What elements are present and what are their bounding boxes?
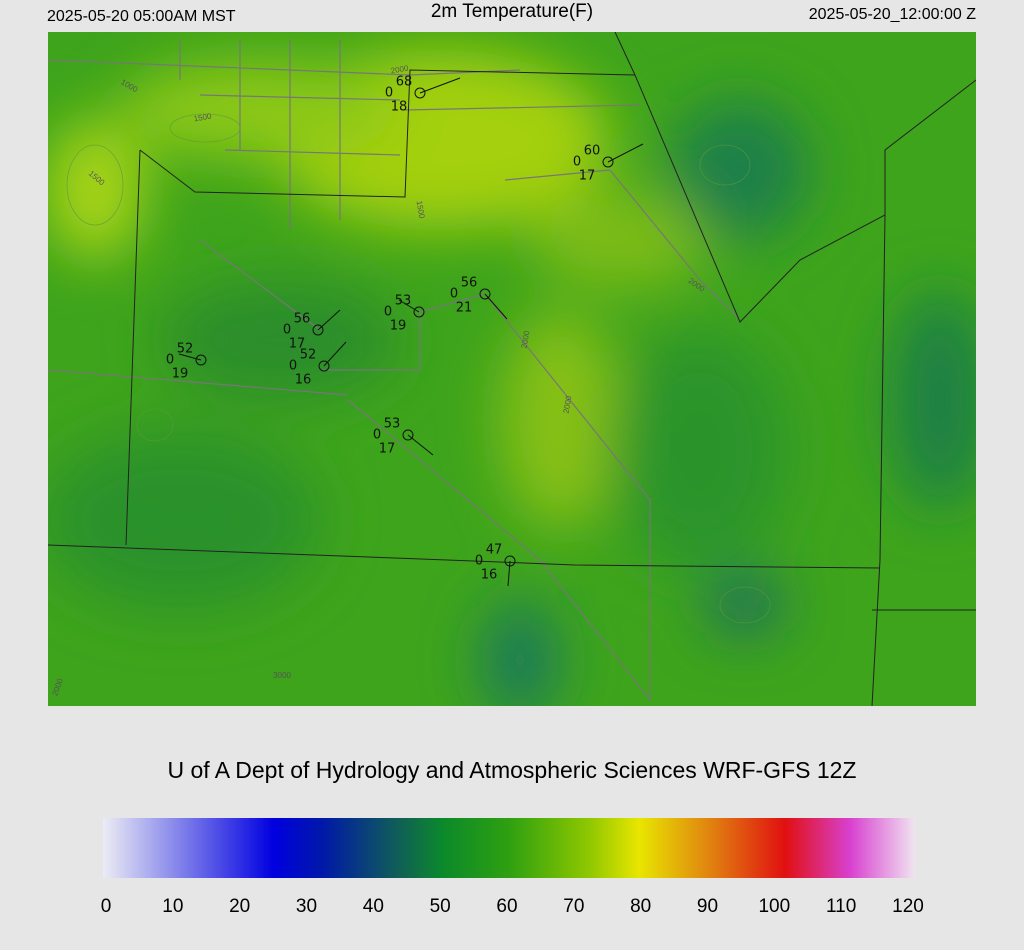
station-circle <box>479 288 491 300</box>
dewpoint: 19 <box>172 367 189 382</box>
dewpoint: 16 <box>481 568 498 583</box>
weather-code: 0 <box>283 323 291 338</box>
contour-label: 2000 <box>520 329 532 349</box>
colorbar <box>103 818 915 878</box>
temperature: 56 <box>461 276 478 291</box>
wind-barb <box>398 299 420 313</box>
wind-barb <box>178 353 202 361</box>
station-circle <box>312 324 324 336</box>
weather-code: 0 <box>373 428 381 443</box>
wind-barb <box>607 143 644 163</box>
station-circle <box>413 306 425 318</box>
contour-label: 3000 <box>273 671 291 680</box>
colorbar-tick-label: 120 <box>892 896 924 917</box>
wind-barb <box>484 293 508 320</box>
station-circle <box>318 360 330 372</box>
weather-code: 0 <box>475 554 483 569</box>
station-circle <box>602 156 614 168</box>
weather-code: 0 <box>385 86 393 101</box>
map <box>48 32 976 706</box>
temperature: 60 <box>584 144 601 159</box>
wind-barb <box>419 77 461 94</box>
colorbar-tick-label: 80 <box>630 896 651 917</box>
dewpoint: 18 <box>391 100 408 115</box>
contour-label: 2000 <box>562 394 574 414</box>
colorbar-ticks: 0 10 20 30 40 50 60 70 80 90 100 110 120 <box>101 896 924 917</box>
colorbar-tick-label: 100 <box>758 896 790 917</box>
valid-time-utc: 2025-05-20_12:00:00 Z <box>809 6 976 23</box>
contour-label: 1500 <box>414 200 426 220</box>
contour-label: 2000 <box>390 63 410 75</box>
temperature: 52 <box>300 348 317 363</box>
dewpoint: 17 <box>379 442 396 457</box>
dewpoint: 17 <box>289 337 306 352</box>
map-title: 2m Temperature(F) <box>431 1 593 22</box>
temperature: 53 <box>395 294 412 309</box>
dewpoint: 16 <box>295 373 312 388</box>
dewpoint: 17 <box>579 169 596 184</box>
colorbar-tick-label: 110 <box>826 896 856 917</box>
temperature: 56 <box>294 312 311 327</box>
colorbar-tick-label: 30 <box>296 896 317 917</box>
colorbar-tick-label: 0 <box>101 896 112 917</box>
weather-code: 0 <box>384 305 392 320</box>
temperature: 47 <box>486 543 503 558</box>
colorbar-tick-label: 20 <box>229 896 250 917</box>
weather-code: 0 <box>289 359 297 374</box>
footer: U of A Dept of Hydrology and Atmospheric… <box>167 757 856 783</box>
colorbar-tick-label: 10 <box>162 896 183 917</box>
colorbar-tick-label: 50 <box>430 896 451 917</box>
valid-time-local: 2025-05-20 05:00AM MST <box>47 8 236 25</box>
wind-barb <box>507 560 511 587</box>
contour-label: 1500 <box>193 111 213 123</box>
temperature: 68 <box>396 75 413 90</box>
colorbar-tick-label: 90 <box>697 896 718 917</box>
weather-code: 0 <box>573 155 581 170</box>
weather-code: 0 <box>166 353 174 368</box>
station-circle <box>402 429 414 441</box>
station-circle <box>414 87 426 99</box>
temperature: 52 <box>177 342 194 357</box>
colorbar-tick-label: 40 <box>363 896 384 917</box>
station-circle <box>195 354 207 366</box>
dewpoint: 19 <box>390 319 407 334</box>
station-circle <box>504 555 516 567</box>
dewpoint: 21 <box>456 301 473 316</box>
weather-code: 0 <box>450 287 458 302</box>
station-plots: 6801860017560215301956017520165201953017… <box>166 75 644 587</box>
temperature: 53 <box>384 417 401 432</box>
colorbar-tick-label: 70 <box>563 896 584 917</box>
colorbar-tick-label: 60 <box>496 896 517 917</box>
